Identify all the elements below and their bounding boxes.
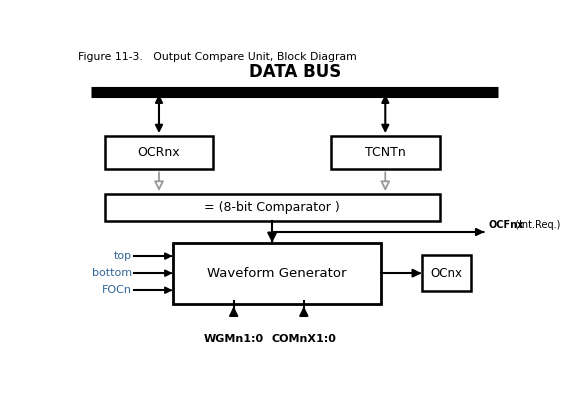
Bar xyxy=(422,255,471,291)
Text: DATA BUS: DATA BUS xyxy=(249,63,341,81)
Text: OCnx: OCnx xyxy=(430,267,463,280)
Text: COMnX1:0: COMnX1:0 xyxy=(272,334,336,344)
Text: = (8-bit Comparator ): = (8-bit Comparator ) xyxy=(204,201,340,214)
Text: bottom: bottom xyxy=(92,268,132,278)
Text: FOCn: FOCn xyxy=(102,285,132,295)
Text: Waveform Generator: Waveform Generator xyxy=(207,267,346,280)
Bar xyxy=(173,243,381,304)
Text: top: top xyxy=(114,251,132,261)
Bar xyxy=(105,136,213,169)
Bar xyxy=(331,136,440,169)
Text: (Int.Req.): (Int.Req.) xyxy=(512,221,560,230)
Bar xyxy=(105,194,440,221)
Text: OCRnx: OCRnx xyxy=(138,146,180,159)
Text: WGMn1:0: WGMn1:0 xyxy=(204,334,264,344)
Text: Figure 11-3.   Output Compare Unit, Block Diagram: Figure 11-3. Output Compare Unit, Block … xyxy=(78,52,356,62)
Text: OCFnx: OCFnx xyxy=(488,221,523,230)
Text: TCNTn: TCNTn xyxy=(365,146,406,159)
